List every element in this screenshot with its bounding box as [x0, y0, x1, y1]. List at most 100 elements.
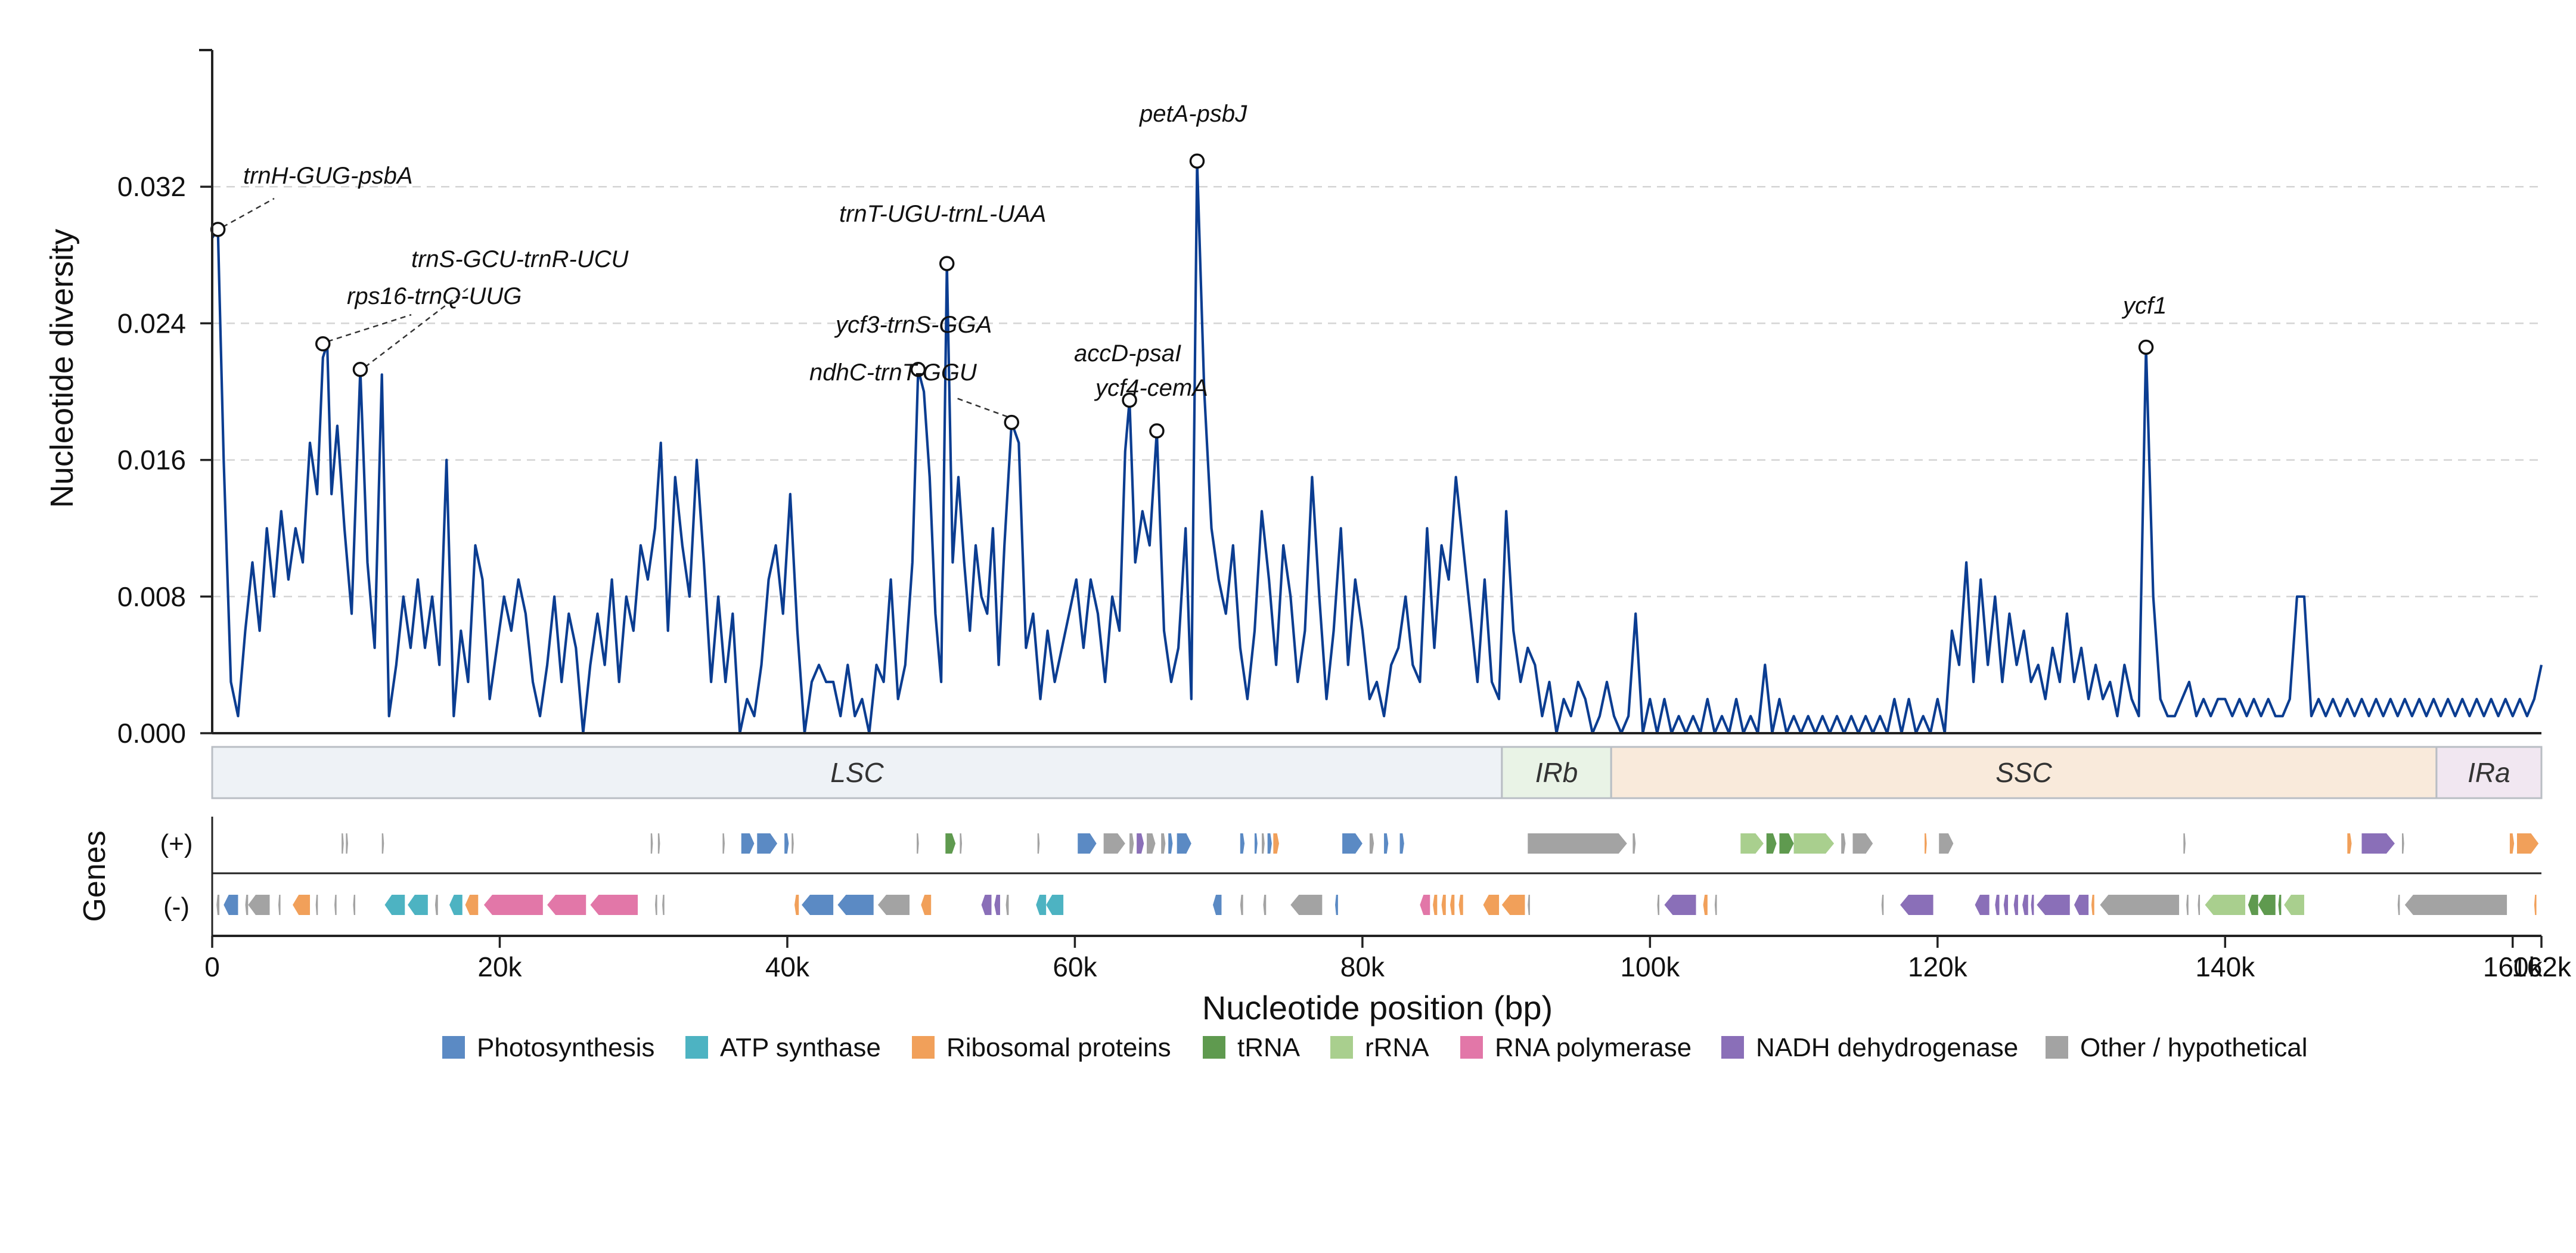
- gene-plus: [960, 833, 963, 854]
- gene-plus: [945, 833, 956, 854]
- gene-minus: [921, 895, 932, 915]
- gene-minus: [353, 895, 356, 915]
- gene-minus: [248, 895, 270, 915]
- x-tick-label: 80k: [1340, 951, 1385, 982]
- region-ira: [2435, 746, 2543, 799]
- gene-minus: [1703, 895, 1708, 915]
- annotation-leader: [222, 197, 275, 228]
- region-label-irb: IRb: [1535, 757, 1578, 788]
- gene-plus: [1147, 833, 1156, 854]
- gene-minus: [224, 895, 238, 915]
- annotation-label: trnH-GUG-psbA: [243, 163, 413, 189]
- y-axis-label: Nucleotide diversity: [44, 229, 80, 508]
- gene-minus: [837, 895, 874, 915]
- gene-minus: [483, 895, 543, 915]
- gene-minus: [2037, 895, 2070, 915]
- gene-minus: [2248, 895, 2258, 915]
- gene-plus: [2402, 833, 2404, 854]
- gene-plus: [1766, 833, 1777, 854]
- y-tick-label: 0.024: [117, 308, 186, 339]
- gene-minus: [1975, 895, 1990, 915]
- gene-minus: [245, 895, 249, 915]
- legend-label: ATP synthase: [720, 1033, 881, 1062]
- gene-plus: [1137, 833, 1144, 854]
- legend-swatch: [912, 1036, 935, 1059]
- gene-plus: [2347, 833, 2352, 854]
- gene-plus: [792, 833, 794, 854]
- gene-plus: [381, 833, 384, 854]
- gene-plus: [1632, 833, 1636, 854]
- gene-plus: [784, 833, 789, 854]
- gene-minus: [1212, 895, 1222, 915]
- annotation-label: ycf1: [2121, 293, 2167, 319]
- gene-minus: [1441, 895, 1446, 915]
- annotation-label: ndhC-trnT-GGU: [809, 359, 977, 386]
- gene-minus: [994, 895, 1000, 915]
- gene-minus: [1335, 895, 1338, 915]
- peak-marker: [910, 362, 926, 377]
- gene-plus: [1078, 833, 1097, 854]
- peak-marker: [1149, 423, 1165, 439]
- peak-marker: [352, 362, 368, 377]
- gene-plus: [1161, 833, 1166, 854]
- gene-plus: [1177, 833, 1191, 854]
- gene-minus: [1450, 895, 1455, 915]
- gene-minus: [1483, 895, 1500, 915]
- gene-plus: [1384, 833, 1389, 854]
- gene-minus: [1005, 895, 1009, 915]
- gene-minus: [1657, 895, 1660, 915]
- gene-minus: [408, 895, 428, 915]
- gene-minus: [1046, 895, 1064, 915]
- gene-plus: [1793, 833, 1835, 854]
- gene-plus: [722, 833, 725, 854]
- gene-minus: [2091, 895, 2094, 915]
- x-tick-label: 40k: [765, 951, 810, 982]
- gene-minus: [216, 895, 220, 915]
- x-axis-label: Nucleotide position (bp): [1202, 989, 1553, 1026]
- x-tick-label: 120k: [1908, 951, 1968, 982]
- legend-label: NADH dehydrogenase: [1756, 1033, 2018, 1062]
- legend-swatch: [1330, 1036, 1353, 1059]
- region-label-ssc: SSC: [1995, 757, 2052, 788]
- peak-marker: [1189, 153, 1205, 169]
- gene-minus: [2100, 895, 2180, 915]
- gene-plus: [657, 833, 660, 854]
- y-tick-label: 0.000: [117, 718, 186, 749]
- gene-plus: [1399, 833, 1404, 854]
- genes-label: Genes: [77, 830, 112, 922]
- gene-minus: [2404, 895, 2507, 915]
- annotation-label: trnT-UGU-trnL-UAA: [839, 201, 1046, 227]
- x-tick-label: 20k: [477, 951, 522, 982]
- legend-swatch: [1203, 1036, 1225, 1059]
- region-label-ira: IRa: [2468, 757, 2510, 788]
- annotation-label: rps16-trnQ-UUG: [347, 283, 522, 309]
- gene-plus: [346, 833, 348, 854]
- gene-minus: [2186, 895, 2189, 915]
- y-tick-label: 0.032: [117, 171, 186, 202]
- gene-minus: [1528, 895, 1530, 915]
- strand-plus-label: (+): [160, 829, 193, 858]
- gene-minus: [315, 895, 318, 915]
- gene-plus: [2183, 833, 2186, 854]
- gene-minus: [1290, 895, 1323, 915]
- peak-marker: [315, 336, 331, 352]
- gene-minus: [1458, 895, 1463, 915]
- legend-label: rRNA: [1365, 1033, 1429, 1062]
- gene-plus: [1254, 833, 1258, 854]
- gene-minus: [2534, 895, 2537, 915]
- peak-marker: [1122, 392, 1137, 408]
- peak-annotations: trnH-GUG-psbA rps16-trnQ-UUG trnS-GCU-trnR…: [210, 101, 2167, 439]
- legend-label: Other / hypothetical: [2080, 1033, 2308, 1062]
- region-label-lsc: LSC: [830, 757, 884, 788]
- gene-minus: [2205, 895, 2246, 915]
- gene-plus: [1925, 833, 1927, 854]
- gene-minus: [465, 895, 479, 915]
- gene-plus: [2361, 833, 2395, 854]
- gene-plus: [1528, 833, 1627, 854]
- gene-plus: [1852, 833, 1873, 854]
- gene-minus: [1881, 895, 1884, 915]
- x-tick-label: 0: [204, 951, 220, 982]
- gene-plus: [1273, 833, 1279, 854]
- legend-label: Photosynthesis: [477, 1033, 654, 1062]
